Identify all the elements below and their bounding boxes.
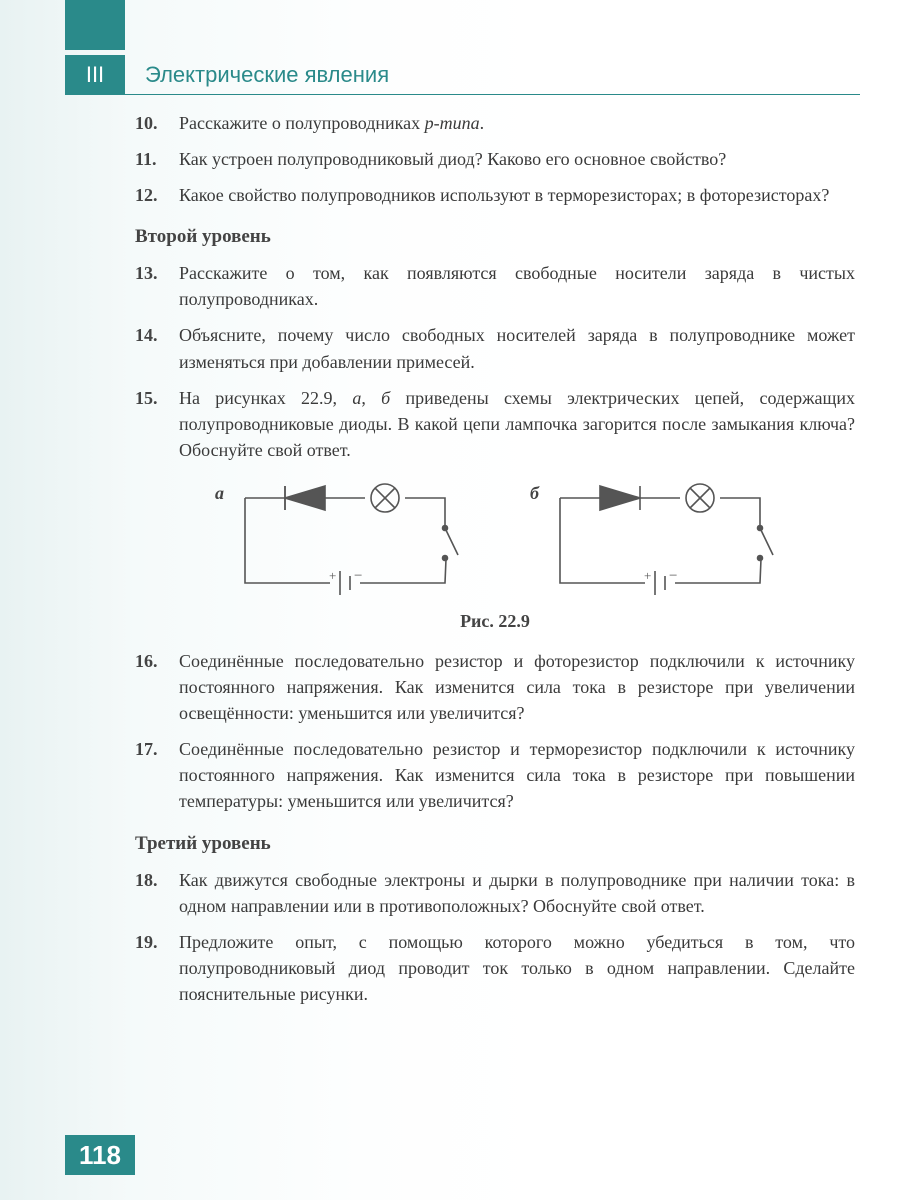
question-number: 18. <box>135 867 169 919</box>
question-number: 14. <box>135 322 169 374</box>
question-number: 12. <box>135 182 169 208</box>
circuit-b-wrap: б <box>530 483 775 603</box>
question-number: 17. <box>135 736 169 814</box>
circuit-label-b: б <box>530 483 539 504</box>
chapter-title: Электрические явления <box>145 62 389 88</box>
chapter-number-box: III <box>65 55 125 95</box>
question-number: 13. <box>135 260 169 312</box>
question-item: 13. Расскажите о том, как появляются сво… <box>135 260 855 312</box>
section-heading-2: Второй уровень <box>135 226 855 248</box>
chapter-roman: III <box>86 62 104 88</box>
battery-minus: − <box>354 568 362 584</box>
question-number: 11. <box>135 146 169 172</box>
question-text: Расскажите о полупроводниках p-типа. <box>179 110 484 136</box>
circuit-diagram-b: + − <box>545 483 775 603</box>
question-text: На рисунках 22.9, а, б приведены схемы э… <box>179 385 855 463</box>
question-item: 12. Какое свойство полупроводников испол… <box>135 182 855 208</box>
question-number: 15. <box>135 385 169 463</box>
circuit-diagram-a: + − <box>230 483 460 603</box>
question-item: 17. Соединённые последовательно резистор… <box>135 736 855 814</box>
question-item: 11. Как устроен полупроводниковый диод? … <box>135 146 855 172</box>
question-item: 18. Как движутся свободные электроны и д… <box>135 867 855 919</box>
question-text: Соединённые последовательно резистор и ф… <box>179 648 855 726</box>
italic-term: p-типа <box>425 113 480 133</box>
circuit-a-wrap: а <box>215 483 460 603</box>
page: III Электрические явления 10. Расскажите… <box>0 0 900 1200</box>
question-text: Предложите опыт, с помощью которого можн… <box>179 929 855 1007</box>
page-number: 118 <box>79 1140 121 1171</box>
page-number-box: 118 <box>65 1135 135 1175</box>
question-text: Соединённые последовательно резистор и т… <box>179 736 855 814</box>
question-number: 10. <box>135 110 169 136</box>
side-tab <box>65 0 125 50</box>
question-text: Расскажите о том, как появляются свободн… <box>179 260 855 312</box>
question-item: 14. Объясните, почему число свободных но… <box>135 322 855 374</box>
question-item: 15. На рисунках 22.9, а, б приведены схе… <box>135 385 855 463</box>
figure-caption: Рис. 22.9 <box>135 611 855 632</box>
battery-plus: + <box>644 568 651 583</box>
question-item: 19. Предложите опыт, с помощью которого … <box>135 929 855 1007</box>
figure-row: а <box>135 483 855 603</box>
question-item: 16. Соединённые последовательно резистор… <box>135 648 855 726</box>
circuit-label-a: а <box>215 483 224 504</box>
question-item: 10. Расскажите о полупроводниках p-типа. <box>135 110 855 136</box>
section-heading-3: Третий уровень <box>135 833 855 855</box>
page-header: III Электрические явления <box>65 55 860 95</box>
battery-plus: + <box>329 568 336 583</box>
question-text: Какое свойство полупроводников использую… <box>179 182 829 208</box>
question-text: Объясните, почему число свободных носите… <box>179 322 855 374</box>
question-text: Как устроен полупроводниковый диод? Како… <box>179 146 726 172</box>
question-number: 19. <box>135 929 169 1007</box>
question-text: Как движутся свободные электроны и дырки… <box>179 867 855 919</box>
content-area: 10. Расскажите о полупроводниках p-типа.… <box>135 110 855 1017</box>
question-number: 16. <box>135 648 169 726</box>
battery-minus: − <box>669 568 677 584</box>
